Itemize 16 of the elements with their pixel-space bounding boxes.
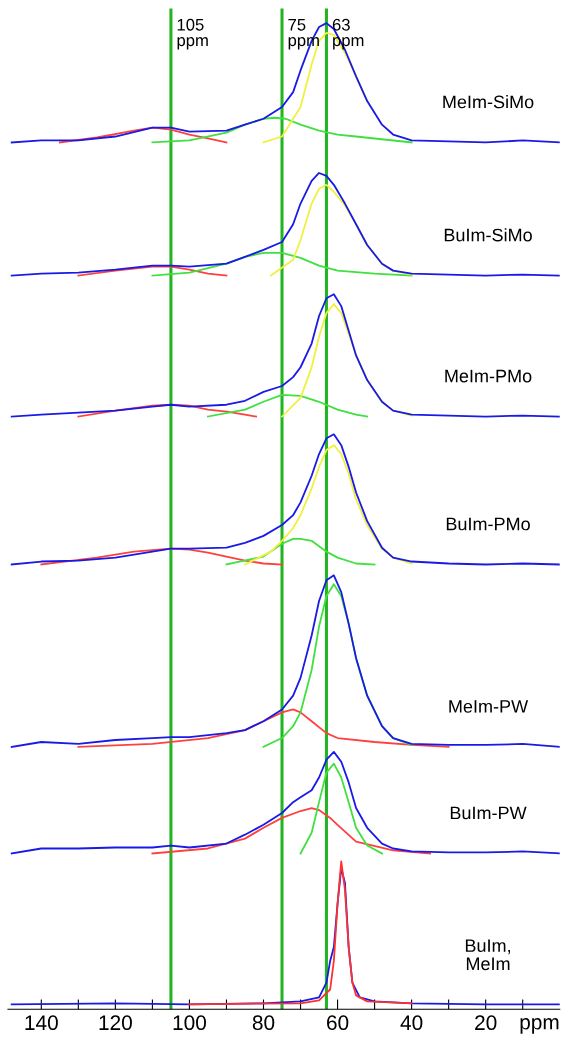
x-tick-label: 80 (252, 1015, 275, 1031)
x-tick-label: 120 (99, 1015, 132, 1031)
x-tick-label: 60 (327, 1015, 349, 1031)
series-label: BuIm-PMo (446, 517, 530, 531)
x-tick-label: 140 (25, 1015, 58, 1031)
x-tick-label: 100 (173, 1015, 206, 1031)
series-label: MeIm-PW (449, 700, 529, 713)
series-label: BuIm, MeIm (465, 939, 510, 971)
x-axis-title: ppm (520, 1018, 559, 1034)
ref-line-label: 105 ppm (177, 18, 208, 50)
series-label: MeIm-SiMo (443, 95, 534, 109)
series-label: BuIm-PW (450, 806, 527, 820)
series-label: BuIm-SiMo (444, 228, 532, 242)
x-tick-label: 40 (400, 1015, 423, 1031)
x-tick-label: 20 (475, 1015, 497, 1031)
series-label: MeIm-PMo (445, 369, 532, 383)
